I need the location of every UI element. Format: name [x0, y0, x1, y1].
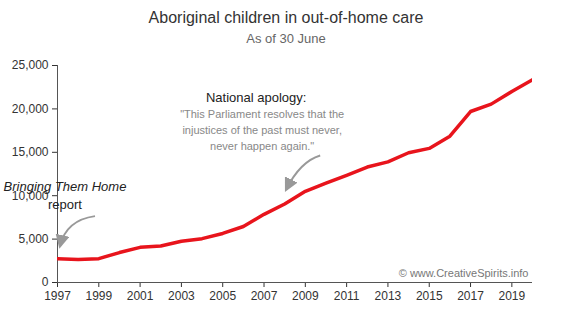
svg-text:2019: 2019 — [498, 289, 525, 303]
svg-text:20,000: 20,000 — [12, 102, 49, 116]
svg-text:10,000: 10,000 — [11, 188, 49, 203]
svg-text:5,000: 5,000 — [18, 232, 48, 246]
svg-text:0: 0 — [42, 275, 49, 289]
html-text:Aboriginal children in out-of-: Aboriginal children in out-of-home care — [148, 9, 424, 26]
svg-text:injustices of the past must ne: injustices of the past must never, — [182, 124, 342, 136]
svg-text:report: report — [48, 197, 82, 212]
svg-text:1997: 1997 — [44, 289, 71, 303]
svg-text:Bringing Them Home: Bringing Them Home — [4, 179, 127, 194]
html-text:As of 30 June: As of 30 June — [246, 31, 326, 46]
svg-text:1999: 1999 — [85, 289, 112, 303]
svg-text:25,000: 25,000 — [12, 58, 49, 72]
svg-text:15,000: 15,000 — [12, 145, 49, 159]
svg-text:2005: 2005 — [209, 289, 236, 303]
svg-text:2003: 2003 — [168, 289, 195, 303]
svg-text:2015: 2015 — [416, 289, 443, 303]
svg-text:2011: 2011 — [334, 289, 360, 303]
svg-text:2009: 2009 — [292, 289, 319, 303]
svg-text:"This Parliament resolves that: "This Parliament resolves that the — [180, 108, 344, 120]
svg-text:2007: 2007 — [251, 289, 278, 303]
svg-text:2017: 2017 — [457, 289, 484, 303]
svg-text:© www.CreativeSpirits.info: © www.CreativeSpirits.info — [399, 267, 529, 279]
svg-text:2001: 2001 — [127, 289, 154, 303]
svg-text:never happen again.": never happen again." — [210, 140, 314, 152]
svg-text:National apology:: National apology: — [206, 90, 306, 105]
svg-text:2013: 2013 — [375, 289, 402, 303]
